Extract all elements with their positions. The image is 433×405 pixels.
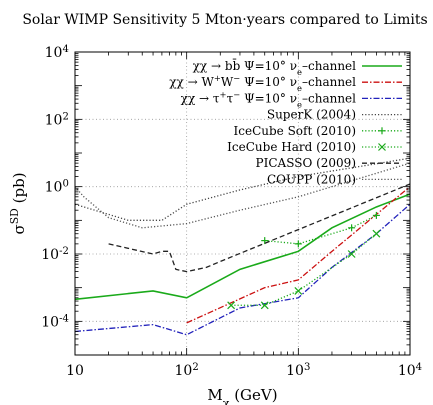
series-line-7 bbox=[75, 162, 410, 229]
legend-item-2: χχ → τ+τ− Ψ=10° νe–channel bbox=[181, 89, 402, 109]
legend-item-5: IceCube Hard (2010) bbox=[227, 140, 402, 154]
legend-marker bbox=[378, 127, 386, 135]
plot-frame bbox=[74, 51, 411, 356]
y-axis-title: σSD (pb) bbox=[8, 172, 29, 234]
series-line-2 bbox=[75, 203, 410, 336]
data-point-5 bbox=[347, 250, 356, 258]
y-tick-label: 100 bbox=[45, 178, 69, 196]
x-axis-title: Mχ (GeV) bbox=[207, 386, 277, 405]
data-point-4 bbox=[348, 224, 356, 232]
legend-label: χχ → W+W− Ψ=10° νe–channel bbox=[169, 73, 356, 93]
data-point-5 bbox=[294, 287, 303, 295]
series-line-1 bbox=[186, 186, 410, 324]
data-point-4 bbox=[261, 237, 269, 245]
data-point-4 bbox=[372, 211, 380, 219]
x-tick-label: 103 bbox=[286, 362, 310, 380]
x-tick-label: 10 bbox=[66, 363, 84, 379]
y-tick-label: 102 bbox=[45, 111, 69, 129]
y-tick-label: 104 bbox=[45, 44, 69, 62]
legend-label: COUPP (2010) bbox=[267, 172, 356, 186]
x-tick-label: 104 bbox=[398, 362, 422, 380]
series-line-6 bbox=[108, 183, 410, 273]
series-line-5 bbox=[231, 233, 377, 306]
series-line-4 bbox=[264, 214, 377, 245]
series-group bbox=[75, 157, 410, 336]
legend-label: IceCube Soft (2010) bbox=[234, 124, 357, 138]
legend-label: χχ → τ+τ− Ψ=10° νe–channel bbox=[181, 89, 356, 109]
series-line-0 bbox=[75, 193, 410, 301]
chart-title: Solar WIMP Sensitivity 5 Mton·years comp… bbox=[22, 12, 427, 28]
legend-item-3: SuperK (2004) bbox=[267, 108, 402, 122]
grid bbox=[75, 52, 410, 355]
data-point-4 bbox=[294, 240, 302, 248]
legend-label: SuperK (2004) bbox=[267, 108, 356, 122]
legend-item-4: IceCube Soft (2010) bbox=[234, 124, 402, 138]
plot-area: 10 102 103 104 10-4 10-2 100 102 104 bbox=[41, 44, 422, 380]
series-line-3 bbox=[75, 157, 410, 221]
legend-label: IceCube Hard (2010) bbox=[227, 140, 356, 154]
tick-labels: 10 102 103 104 10-4 10-2 100 102 104 bbox=[41, 44, 422, 380]
ticks bbox=[74, 52, 410, 356]
legend-label: χχ → bb̄ Ψ=10° νe–channel bbox=[193, 57, 357, 77]
legend-label: PICASSO (2009) bbox=[256, 156, 356, 170]
data-point-5 bbox=[260, 301, 269, 310]
data-point-5 bbox=[372, 229, 381, 238]
x-tick-label: 102 bbox=[174, 362, 198, 380]
data-point-5 bbox=[227, 301, 236, 310]
legend-item-6: PICASSO (2009) bbox=[256, 156, 402, 170]
y-tick-label: 10-2 bbox=[41, 246, 69, 264]
legend-item-0: χχ → bb̄ Ψ=10° νe–channel bbox=[193, 57, 402, 77]
y-tick-label: 10-4 bbox=[41, 313, 69, 331]
legend-marker bbox=[378, 143, 386, 151]
x-axis-label: Mχ (GeV) bbox=[207, 386, 277, 405]
legend-item-1: χχ → W+W− Ψ=10° νe–channel bbox=[169, 73, 402, 93]
legend-item-7: COUPP (2010) bbox=[267, 172, 402, 186]
y-axis-label: σSD (pb) bbox=[8, 172, 29, 234]
